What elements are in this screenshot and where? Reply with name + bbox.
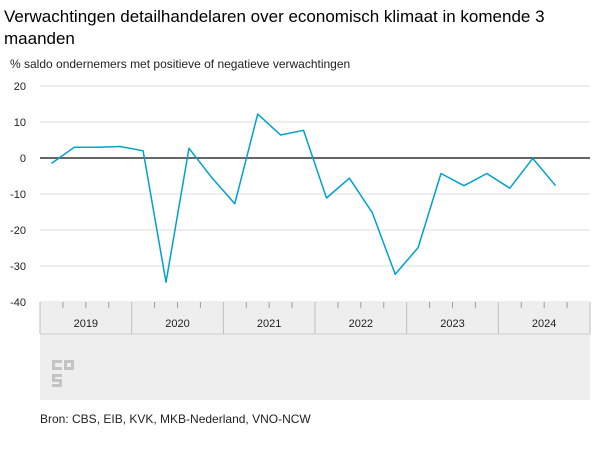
- y-tick-labels: 20 10 0 -10 -20 -30 -40: [10, 81, 26, 309]
- cbs-logo-mark: [52, 374, 62, 377]
- y-tick-label: 10: [14, 117, 26, 129]
- cbs-logo-mark: [52, 367, 62, 370]
- x-tick-label: 2019: [74, 318, 98, 330]
- cbs-logo-mark: [52, 384, 62, 387]
- y-tick-label: 20: [14, 81, 26, 93]
- y-tick-label: -30: [10, 261, 26, 273]
- x-tick-label: 2020: [165, 318, 189, 330]
- chart-title: Verwachtingen detailhandelaren over econ…: [4, 7, 545, 48]
- cbs-logo-mark: [52, 379, 62, 382]
- y-tick-label: -10: [10, 189, 26, 201]
- x-tick-label: 2021: [257, 318, 281, 330]
- x-tick-label: 2024: [532, 318, 556, 330]
- cbs-logo-mark: [64, 360, 67, 370]
- cbs-logo-mark: [64, 360, 74, 363]
- y-tick-label: 0: [20, 153, 26, 165]
- x-axis-band: 2019 2020 2021 2022 2023 2024: [39, 302, 591, 400]
- data-series: [51, 113, 557, 283]
- cbs-logo-mark: [52, 360, 62, 363]
- x-tick-label: 2023: [440, 318, 464, 330]
- cbs-logo-mark: [59, 379, 62, 386]
- y-axis-label: % saldo ondernemers met positieve of neg…: [10, 57, 351, 71]
- cbs-logo-mark: [64, 367, 74, 370]
- source-note: Bron: CBS, EIB, KVK, MKB-Nederland, VNO-…: [40, 412, 311, 426]
- x-tick-label: 2022: [349, 318, 373, 330]
- cbs-logo: [52, 360, 74, 387]
- series-line: [51, 113, 557, 283]
- cbs-logo-mark: [71, 360, 74, 370]
- grid-lines: [40, 85, 590, 303]
- y-tick-label: -20: [10, 225, 26, 237]
- cbs-logo-mark: [52, 374, 55, 381]
- y-tick-label: -40: [10, 297, 26, 309]
- cbs-logo-mark: [52, 360, 55, 370]
